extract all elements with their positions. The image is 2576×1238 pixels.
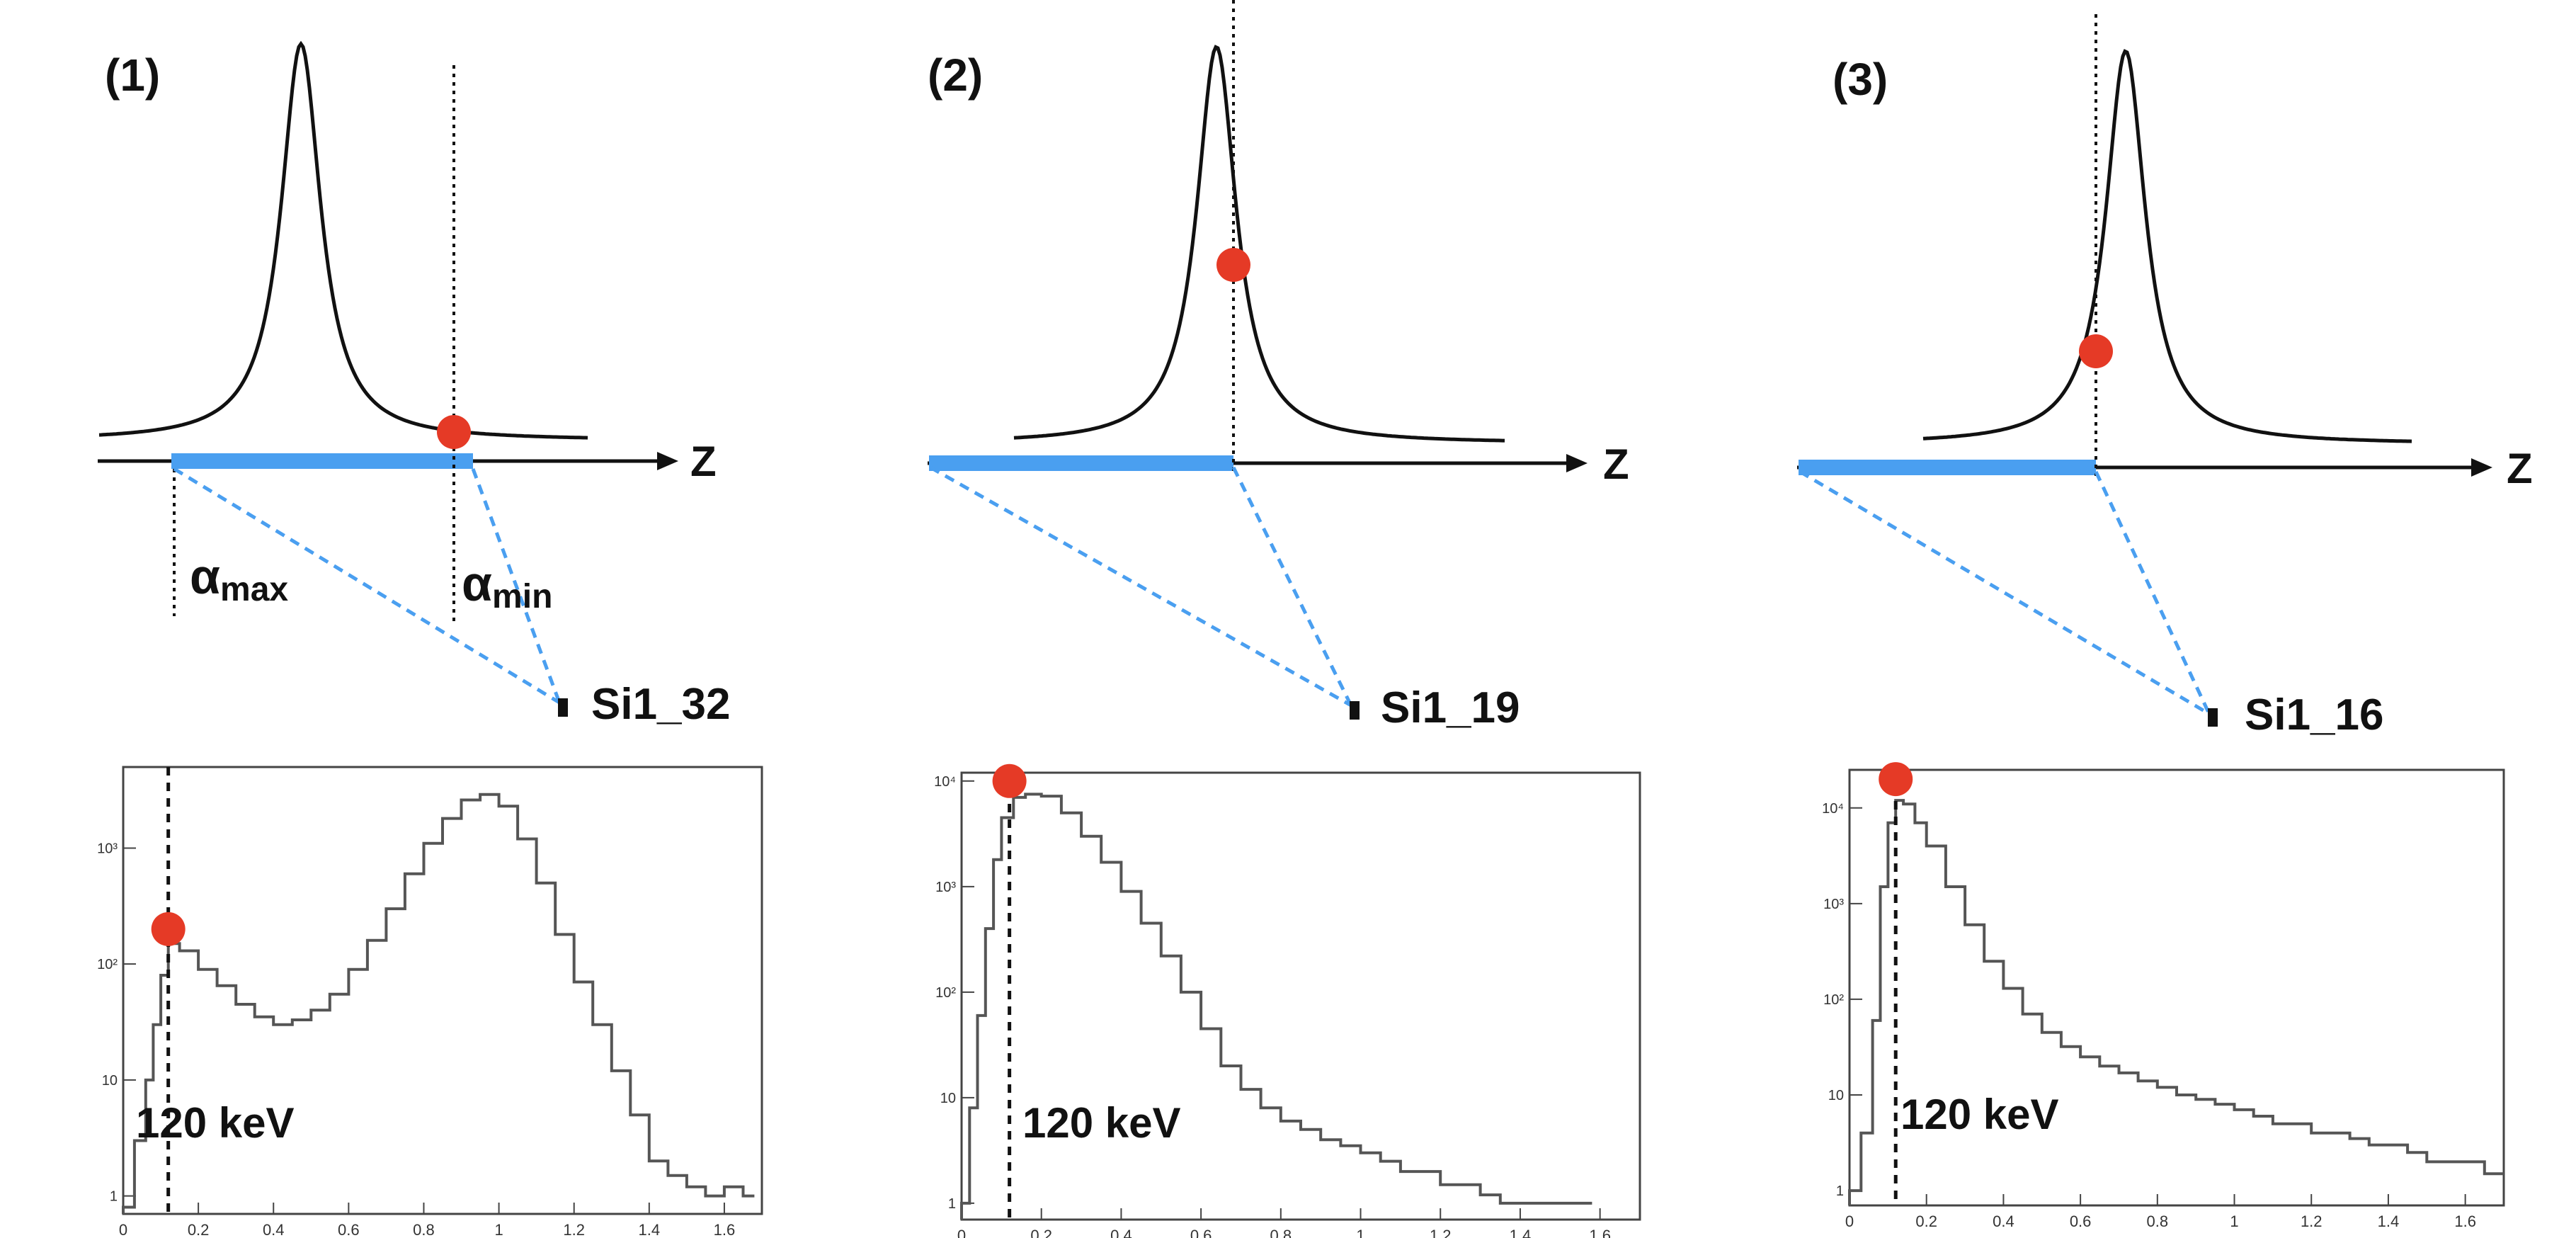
y-tick-label: 10² xyxy=(97,957,118,972)
x-tick-label: 0 xyxy=(1845,1213,1854,1230)
panel-2-z-arrowhead xyxy=(1566,454,1588,472)
x-tick-label: 0.8 xyxy=(413,1221,435,1238)
x-tick-label: 1 xyxy=(494,1221,503,1238)
x-tick-label: 0.2 xyxy=(188,1221,210,1238)
x-tick-label: 0.6 xyxy=(2070,1213,2092,1230)
x-tick-label: 0.2 xyxy=(1030,1227,1052,1238)
panel-2-label: (2) xyxy=(928,50,983,101)
panel-2-marker-dot xyxy=(1216,248,1250,282)
panel-2-distribution-curve xyxy=(1013,45,1505,443)
x-tick-label: 1.4 xyxy=(639,1221,661,1238)
y-tick-label: 10 xyxy=(102,1073,118,1089)
x-tick-label: 1.2 xyxy=(1430,1227,1452,1238)
plot-frame xyxy=(960,771,1641,1221)
panel-1-z-label: Z xyxy=(690,438,717,485)
histogram-1-annotation: 120 keV xyxy=(136,1099,295,1147)
panel-3-schematic: (3) Z Si1_16 xyxy=(1797,14,2533,739)
y-tick-label: 10³ xyxy=(935,880,956,895)
y-tick-label: 10 xyxy=(940,1091,956,1106)
panel-1-detector-square xyxy=(558,698,568,717)
panel-3-label: (3) xyxy=(1833,54,1888,105)
histogram-3: 0 0.2 0.4 0.6 0.8 1 1.2 1.4 1.6 1 10 10² 10³ 10⁴ xyxy=(1822,762,2505,1230)
y-tick-label: 10³ xyxy=(1823,897,1844,912)
y-tick-label: 1 xyxy=(110,1189,118,1205)
panel-1-alpha-min-label: αmin xyxy=(462,556,552,615)
panel-3-z-arrowhead xyxy=(2471,458,2492,477)
histogram-2-annotation: 120 keV xyxy=(1022,1099,1181,1147)
histogram-3-annotation: 120 keV xyxy=(1900,1091,2059,1138)
panel-1-label: (1) xyxy=(105,50,160,101)
histogram-series-line xyxy=(960,793,1592,1220)
y-tick-label: 10 xyxy=(1828,1088,1844,1103)
x-tick-label: 0 xyxy=(957,1227,966,1238)
x-tick-label: 0.6 xyxy=(1190,1227,1212,1238)
panel-2-detector-square xyxy=(1350,701,1360,720)
x-tick-label: 0.4 xyxy=(1993,1213,2014,1230)
y-tick-label: 10³ xyxy=(97,841,118,856)
histogram-marker-dot xyxy=(151,912,186,946)
x-tick-label: 0.4 xyxy=(263,1221,285,1238)
panel-3-z-label: Z xyxy=(2507,445,2533,492)
x-tick-label: 1 xyxy=(2230,1213,2238,1230)
panel-2-schematic: (2) Z Si1_19 xyxy=(928,0,1629,732)
panel-1-ray-min xyxy=(471,468,562,703)
y-tick-label: 10² xyxy=(1823,992,1844,1008)
panel-3-marker-dot xyxy=(2079,334,2113,368)
x-tick-label: 0.8 xyxy=(1270,1227,1292,1238)
x-tick-label: 0.2 xyxy=(1915,1213,1937,1230)
x-tick-label: 1.2 xyxy=(2301,1213,2323,1230)
y-tick-label: 1 xyxy=(948,1196,956,1212)
panel-1-z-arrowhead xyxy=(657,452,678,470)
histogram-marker-dot xyxy=(1879,762,1913,797)
panel-1-marker-dot xyxy=(437,415,471,449)
y-tick-label: 10⁴ xyxy=(934,774,956,790)
x-tick-label: 0.8 xyxy=(2147,1213,2169,1230)
panel-2-ray-max xyxy=(929,465,1352,708)
x-tick-label: 0 xyxy=(119,1221,127,1238)
panel-2-detector-label: Si1_19 xyxy=(1381,683,1520,732)
panel-3-detector-label: Si1_16 xyxy=(2245,691,2384,739)
y-tick-label: 10² xyxy=(935,985,956,1001)
y-tick-label: 1 xyxy=(1836,1183,1844,1199)
panel-3-ray-max xyxy=(1799,470,2211,716)
panel-3-distribution-curve xyxy=(1922,49,2412,443)
x-tick-label: 1.4 xyxy=(2378,1213,2400,1230)
panel-2-ray-min xyxy=(1231,466,1353,707)
x-tick-label: 0.4 xyxy=(1110,1227,1132,1238)
x-tick-label: 1.2 xyxy=(563,1221,585,1238)
plot-frame xyxy=(1848,768,2505,1207)
histogram-marker-dot xyxy=(992,763,1027,798)
panel-1-detector-label: Si1_32 xyxy=(591,680,731,729)
panel-1-distribution-curve xyxy=(98,40,588,440)
x-tick-label: 1 xyxy=(1356,1227,1364,1238)
panel-1-alpha-max-label: αmax xyxy=(190,549,288,608)
x-tick-label: 1.6 xyxy=(1589,1227,1611,1238)
histogram-series-line xyxy=(122,793,755,1214)
x-tick-label: 1.4 xyxy=(1510,1227,1532,1238)
histogram-1: 0 0.2 0.4 0.6 0.8 1 1.2 1.4 1.6 1 10 10² 10³ xyxy=(97,766,763,1238)
panel-1-ray-max xyxy=(173,467,561,705)
histogram-2: 0 0.2 0.4 0.6 0.8 1 1.2 1.4 1.6 1 10 10² 10³ 10⁴ xyxy=(934,763,1641,1238)
histogram-series-line xyxy=(1848,799,2504,1205)
x-tick-label: 0.6 xyxy=(338,1221,360,1238)
panel-2-z-label: Z xyxy=(1603,441,1629,488)
x-tick-label: 1.6 xyxy=(714,1221,736,1238)
y-tick-label: 10⁴ xyxy=(1822,801,1844,817)
x-tick-label: 1.6 xyxy=(2454,1213,2476,1230)
panel-3-detector-square xyxy=(2208,708,2218,727)
plot-frame xyxy=(122,766,763,1215)
panel-1-schematic: (1) Z Si1_32 αmax αmin xyxy=(98,40,731,729)
panel-3-ray-min xyxy=(2094,470,2211,715)
